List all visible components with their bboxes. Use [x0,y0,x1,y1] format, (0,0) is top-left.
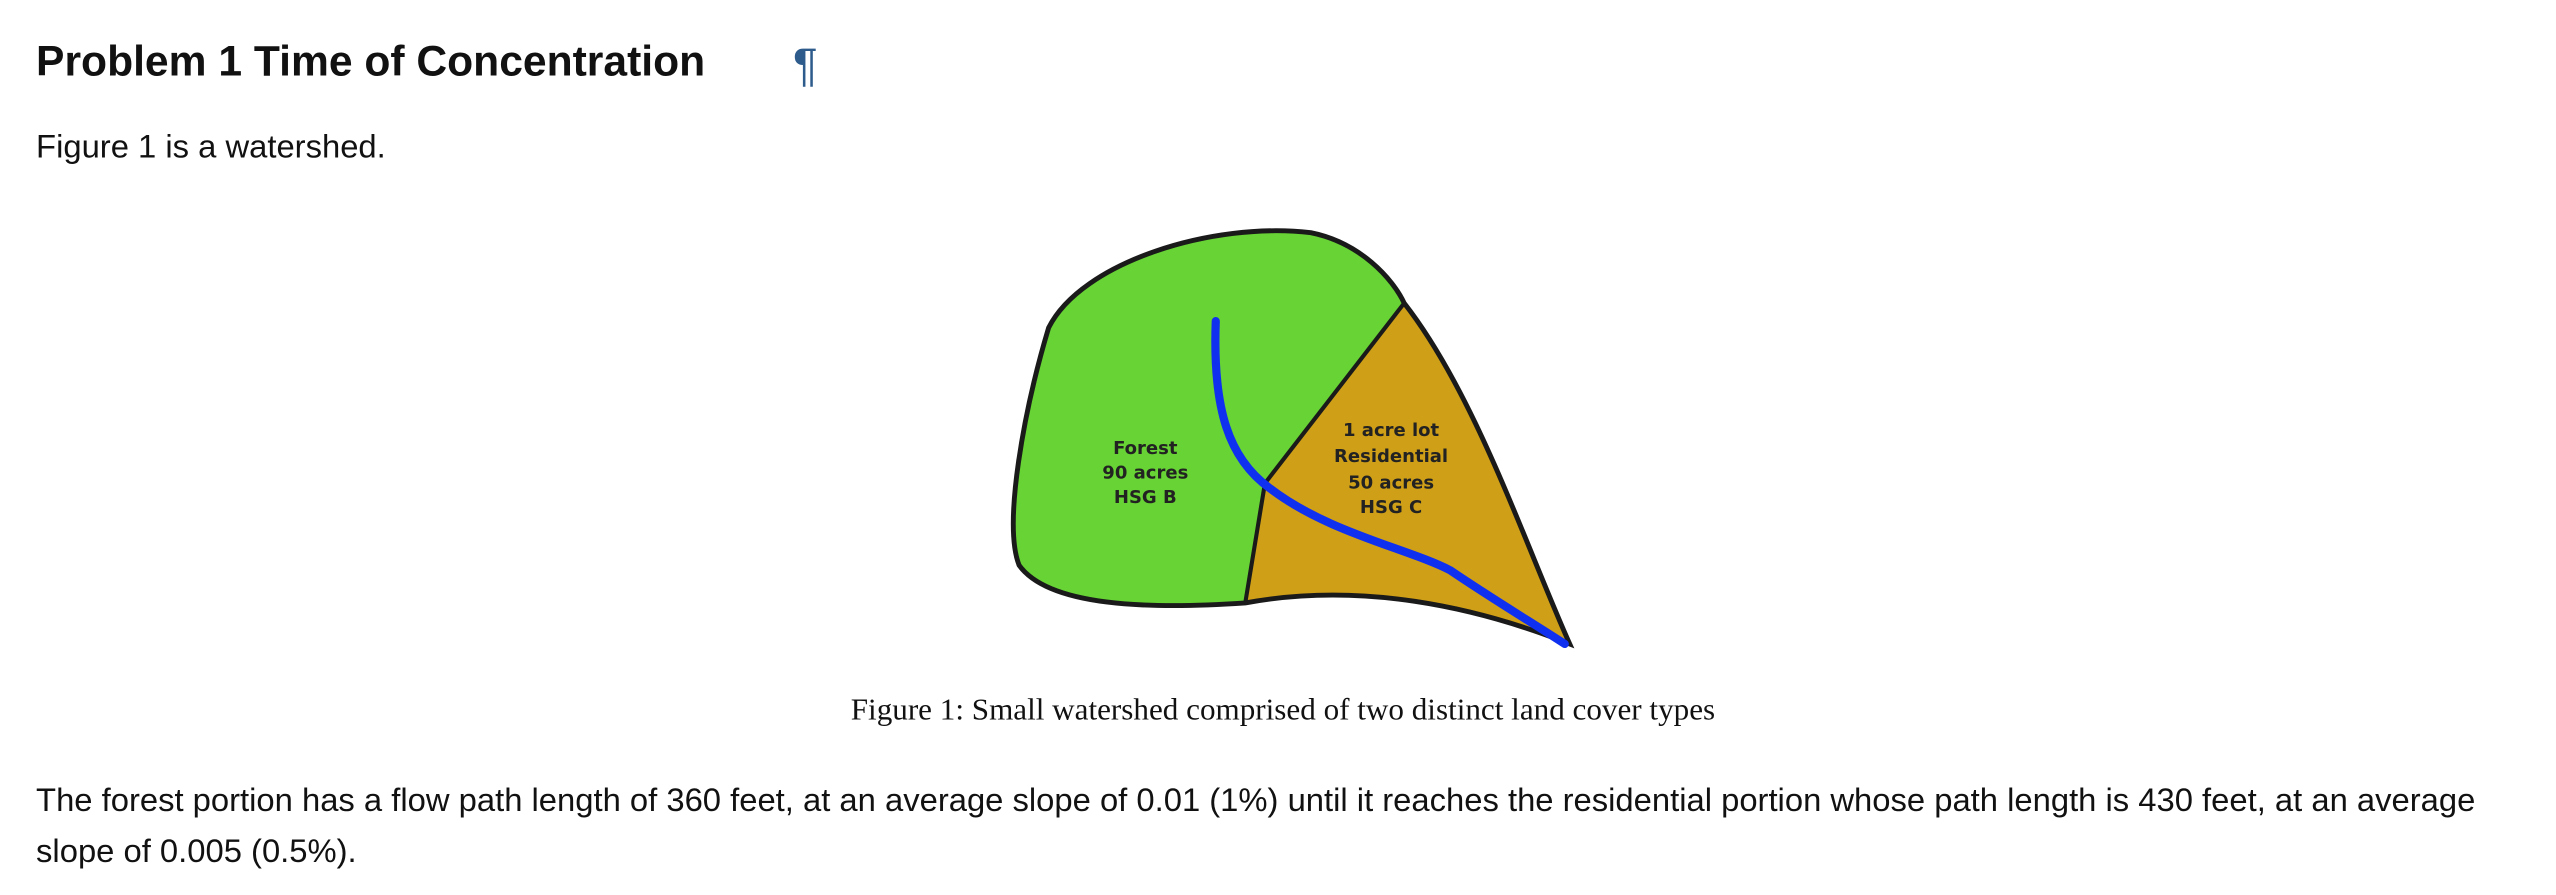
flow-path [1211,317,1569,649]
residential-label: 1 acre lot [1343,420,1440,441]
residential-label: Residential [1334,446,1448,467]
permalink-anchor[interactable]: ¶ [793,39,818,91]
forest-label: 90 acres [1102,462,1188,483]
paragraph: The forest portion has a flow path lengt… [36,783,2476,871]
paragraph: Figure 1 is a watershed. [36,129,386,166]
forest-label: Forest [1113,438,1178,459]
residential-label: HSG C [1360,497,1422,518]
section-title: Problem 1 Time of Concentration [36,36,706,86]
forest-label: HSG B [1114,487,1177,508]
figure-caption: Figure 1: Small watershed comprised of t… [851,691,1715,726]
residential-label: 50 acres [1348,472,1434,493]
forest-area [1013,230,1405,606]
